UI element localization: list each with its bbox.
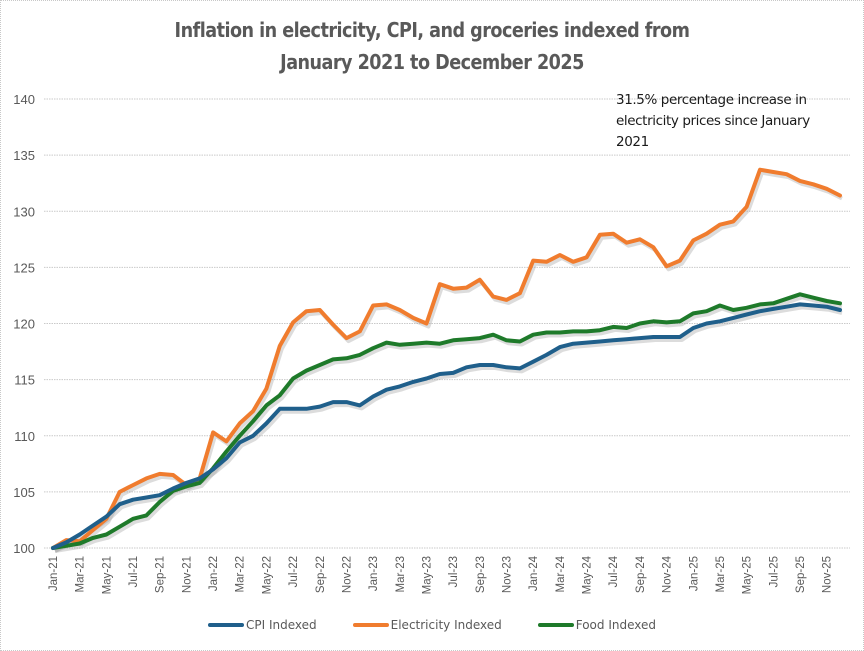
annotation-line-2: electricity prices since January <box>616 113 810 129</box>
legend-item-food[interactable]: Food Indexed <box>537 618 656 632</box>
x-tick-label: Jul-23 <box>448 556 460 587</box>
x-tick-label: Nov-21 <box>181 556 193 593</box>
series-lines <box>51 167 842 550</box>
legend-label-cpi: CPI Indexed <box>246 618 317 632</box>
series-shadows <box>53 170 843 553</box>
y-tick-label: 105 <box>13 485 35 500</box>
y-tick-label: 120 <box>13 317 35 332</box>
legend-swatch-electricity <box>352 623 389 627</box>
series-shadow-food <box>54 295 843 553</box>
x-tick-label: Jul-22 <box>288 556 300 587</box>
x-tick-label: Sep-24 <box>635 555 647 593</box>
x-tick-label: Jan-22 <box>208 556 220 591</box>
series-line-cpi[interactable] <box>51 302 842 550</box>
y-tick-label: 110 <box>14 429 35 444</box>
x-tick-label: Mar-23 <box>395 556 407 592</box>
chart-legend: CPI Indexed Electricity Indexed Food Ind… <box>0 618 864 632</box>
legend-swatch-food <box>537 623 574 627</box>
y-tick-label: 135 <box>13 148 35 163</box>
x-tick-label: Sep-25 <box>795 556 807 593</box>
x-tick-label: Mar-22 <box>235 556 247 592</box>
chart-title: Inflation in electricity, CPI, and groce… <box>52 14 812 78</box>
legend-item-electricity[interactable]: Electricity Indexed <box>352 618 502 632</box>
annotation-line-1: 31.5% percentage increase in <box>616 92 807 108</box>
series-line-food[interactable] <box>51 292 842 550</box>
y-tick-label: 115 <box>14 373 35 388</box>
x-tick-label: Nov-24 <box>662 555 674 593</box>
y-tick-label: 130 <box>13 204 35 219</box>
x-axis-tick-labels: Jan-21 Mar-21 May-21 Jul-21 Sep-21 Nov-21 Jan-… <box>48 555 834 594</box>
legend-swatch-cpi <box>208 623 244 627</box>
x-tick-label: May-22 <box>261 556 273 594</box>
annotation-line-3: 2021 <box>616 134 649 150</box>
x-tick-label: Sep-23 <box>475 556 487 593</box>
legend-item-cpi[interactable]: CPI Indexed <box>208 618 317 632</box>
x-tick-label: May-25 <box>742 556 754 594</box>
x-tick-label: Jan-21 <box>48 556 60 591</box>
chart-annotation: 31.5% percentage increase in electricity… <box>616 90 856 153</box>
x-tick-label: Sep-21 <box>155 556 167 593</box>
x-tick-label: Nov-25 <box>822 556 834 593</box>
y-tick-label: 125 <box>13 260 35 275</box>
y-axis-tick-labels: 100 105 110 115 120 125 130 135 140 <box>13 92 35 556</box>
x-tick-label: Jan-25 <box>688 556 700 591</box>
x-tick-label: Jan-23 <box>368 556 380 591</box>
legend-label-electricity: Electricity Indexed <box>390 618 502 632</box>
x-tick-label: May-23 <box>421 556 433 594</box>
chart-title-line-2: January 2021 to December 2025 <box>280 50 584 74</box>
x-tick-label: May-21 <box>101 556 113 594</box>
x-tick-label: Mar-21 <box>75 556 87 592</box>
legend-label-food: Food Indexed <box>575 618 656 632</box>
x-tick-label: Jan-24 <box>528 555 540 591</box>
x-tick-label: Jul-24 <box>608 555 620 587</box>
x-tick-label: Jul-25 <box>768 556 780 587</box>
gridlines <box>44 98 850 549</box>
y-tick-label: 140 <box>13 92 35 107</box>
x-tick-label: Nov-22 <box>341 556 353 593</box>
x-tick-label: Jul-21 <box>128 556 140 587</box>
x-tick-label: May-24 <box>582 555 594 594</box>
x-tick-label: Nov-23 <box>502 556 514 593</box>
y-tick-label: 100 <box>13 541 35 556</box>
x-tick-label: Sep-22 <box>315 556 327 593</box>
x-tick-label: Mar-25 <box>715 556 727 592</box>
x-tick-label: Mar-24 <box>555 555 567 592</box>
chart-title-line-1: Inflation in electricity, CPI, and groce… <box>174 18 690 42</box>
